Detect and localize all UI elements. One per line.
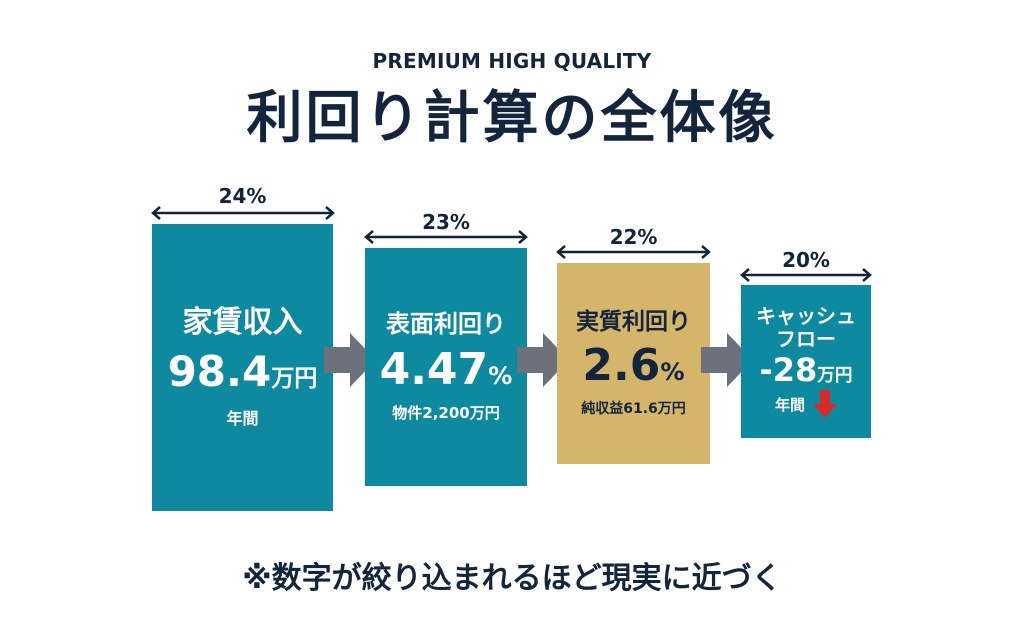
step-box-gross-yield: 表面利回り 4.47% 物件2,200万円	[365, 248, 527, 486]
step-label: 表面利回り	[386, 309, 506, 338]
step-box-cash-flow: キャッシュ フロー -28万円 年間	[741, 285, 871, 438]
step-note: 純収益61.6万円	[581, 400, 686, 417]
step-unit: 万円	[271, 365, 318, 392]
subtitle: PREMIUM HIGH QUALITY	[372, 49, 652, 73]
double-arrow-icon	[364, 230, 528, 244]
step-box-rental-income: 家賃収入 98.4万円 年間	[152, 224, 333, 511]
step-value-wrap: 4.47%	[379, 344, 513, 396]
step-label: 家賃収入	[182, 305, 303, 341]
width-percent-1: 24%	[218, 184, 267, 208]
step-value: 2.6	[582, 339, 661, 391]
arrow-right-icon	[517, 333, 569, 387]
double-arrow-icon	[556, 245, 711, 259]
arrow-right-icon	[701, 333, 753, 387]
step-value: 4.47	[379, 344, 489, 396]
step-label-line2: フロー	[776, 326, 836, 351]
step-label: 実質利回り	[576, 309, 691, 336]
width-percent-4: 20%	[782, 248, 830, 272]
step-box-net-yield: 実質利回り 2.6% 純収益61.6万円	[557, 263, 710, 464]
step-value-wrap: 98.4万円	[167, 346, 318, 396]
step-unit: %	[660, 357, 685, 386]
down-arrow-icon	[813, 390, 837, 419]
double-arrow-icon	[740, 268, 872, 282]
double-arrow-icon	[151, 206, 335, 220]
page-title: 利回り計算の全体像	[246, 86, 778, 151]
width-percent-2: 23%	[422, 210, 470, 234]
footnote: ※数字が絞り込まれるほど現実に近づく	[242, 561, 782, 596]
step-value-wrap: 2.6%	[582, 339, 685, 391]
step-unit: 万円	[817, 365, 853, 386]
note-row: 年間	[774, 390, 837, 419]
step-note: 物件2,200万円	[392, 404, 500, 423]
step-note: 年間	[774, 395, 805, 414]
step-value: -28	[759, 350, 818, 389]
step-value: 98.4	[167, 346, 272, 396]
step-note: 年間	[226, 408, 259, 428]
step-label-line1: キャッシュ	[756, 303, 856, 328]
width-percent-3: 22%	[609, 225, 658, 249]
arrow-right-icon	[324, 333, 376, 387]
step-unit: %	[488, 362, 513, 391]
step-value-wrap: -28万円	[759, 350, 853, 389]
